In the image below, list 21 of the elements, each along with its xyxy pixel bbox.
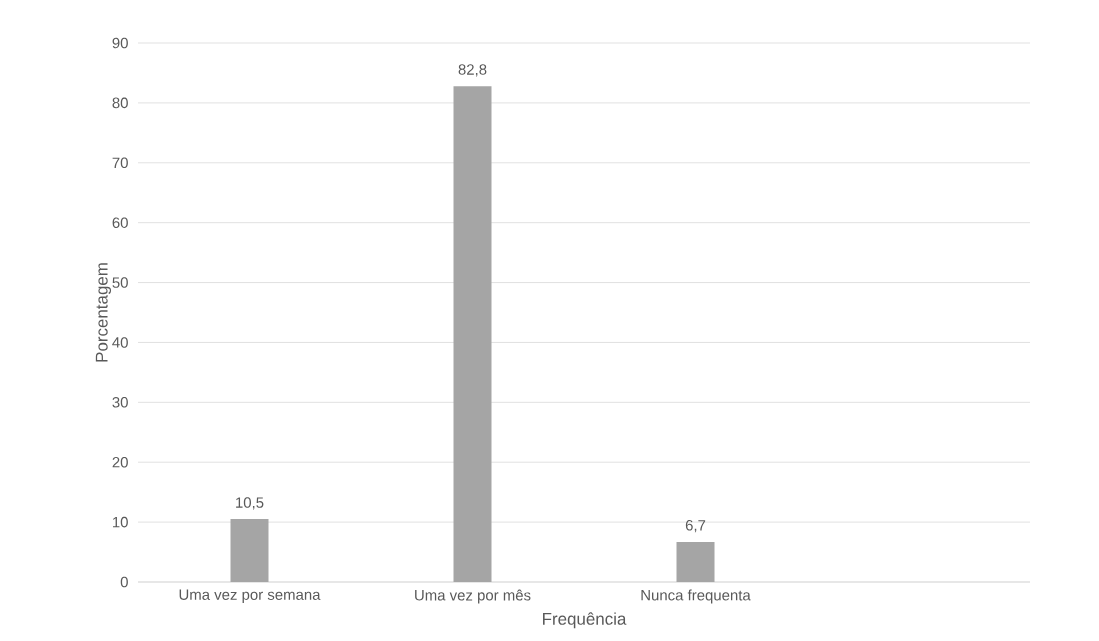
y-tick-label: 30	[112, 397, 128, 408]
bar	[453, 86, 492, 582]
bar	[676, 541, 715, 582]
y-tick-label: 60	[112, 217, 128, 228]
y-tick-label: 20	[112, 456, 128, 468]
x-tick-label: Uma vez por semana	[179, 589, 321, 603]
y-tick-label: 10	[113, 516, 128, 528]
x-tick-label: Nunca frequenta	[641, 589, 751, 604]
y-tick-label: 0	[120, 576, 128, 588]
y-tick-label: 70	[112, 157, 128, 169]
x-axis-title: Frequência	[543, 612, 627, 629]
y-tick-label: 80	[112, 97, 128, 109]
data-label: 82,8	[458, 64, 487, 77]
y-tick-label: 90	[112, 37, 128, 49]
y-tick-label: 40	[112, 337, 128, 348]
y-tick-label: 50	[112, 277, 128, 288]
data-label: 6,7	[685, 520, 706, 533]
data-label: 10,5	[236, 497, 264, 510]
bar	[230, 519, 269, 582]
x-tick-label: Uma vez por mês	[415, 589, 531, 604]
y-axis-title: Porcentagem	[95, 263, 112, 362]
